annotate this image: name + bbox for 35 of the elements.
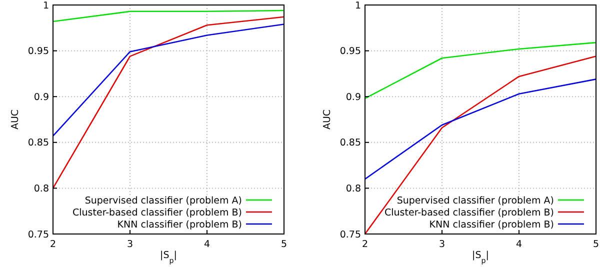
legend-label: KNN classifier (problem B) <box>429 219 554 230</box>
line-series <box>52 24 285 137</box>
y-tick-label: 0.85 <box>28 138 49 149</box>
line-series <box>52 16 285 189</box>
legend-label: KNN classifier (problem B) <box>117 219 242 230</box>
y-tick-label: 0.95 <box>340 46 361 58</box>
y-tick-label: 0.8 <box>346 184 361 195</box>
x-tick-label: 5 <box>280 239 288 250</box>
y-axis-title: AUC <box>322 109 333 130</box>
x-tick-label: 2 <box>50 239 56 250</box>
y-tick-label: 0.8 <box>34 184 49 195</box>
line-series <box>364 56 597 235</box>
x-tick-label: 2 <box>362 239 368 250</box>
y-tick-label: 0.75 <box>28 229 49 240</box>
y-tick-label: 0.9 <box>346 92 361 103</box>
line-series <box>364 78 597 180</box>
legend-label: Supervised classifier (problem A) <box>396 195 554 206</box>
y-tick-label: 1 <box>354 0 361 12</box>
legend-label: Cluster-based classifier (problem B) <box>72 207 242 218</box>
y-axis-title: AUC <box>10 109 21 130</box>
line-series <box>364 42 597 100</box>
y-tick-label: 0.9 <box>34 92 49 103</box>
x-tick-label: 3 <box>438 239 446 250</box>
x-tick-label: 4 <box>516 239 522 250</box>
legend-label: Supervised classifier (problem A) <box>84 195 242 206</box>
x-tick-label: 5 <box>592 239 600 250</box>
x-axis-title: |S$_{p}$| <box>160 250 177 264</box>
y-tick-label: 1 <box>42 0 49 12</box>
x-tick-label: 3 <box>126 239 134 250</box>
x-axis-title: |S$_{p}$| <box>472 250 489 264</box>
legend-label: Cluster-based classifier (problem B) <box>384 207 554 218</box>
y-tick-label: 0.75 <box>340 229 361 240</box>
x-tick-label: 4 <box>204 239 210 250</box>
y-tick-label: 0.95 <box>28 46 49 58</box>
y-tick-label: 0.85 <box>340 138 361 149</box>
